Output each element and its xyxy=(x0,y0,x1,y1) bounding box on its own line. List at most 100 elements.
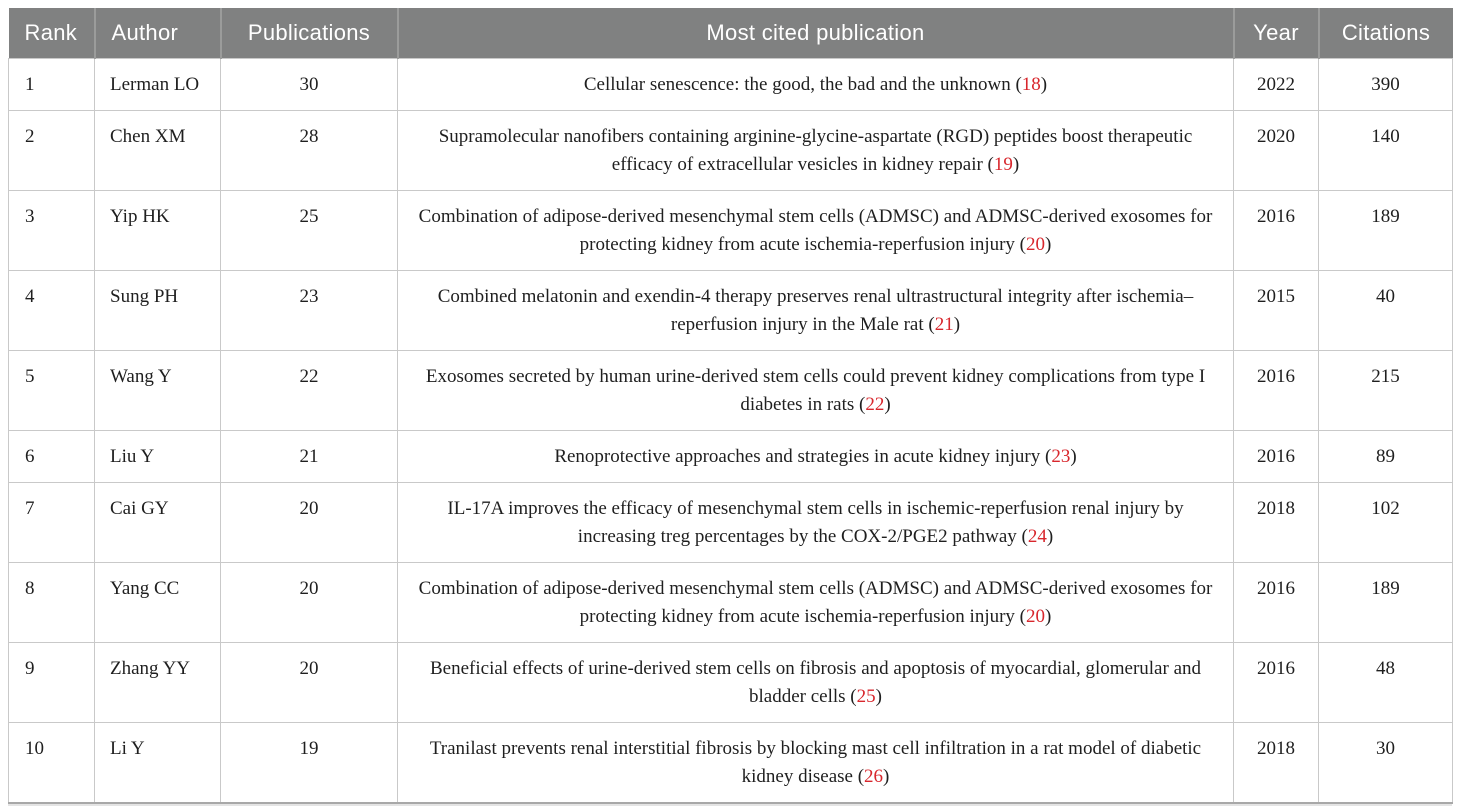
table-row: 5 Wang Y 22 Exosomes secreted by human u… xyxy=(8,350,1453,431)
table-row: 2 Chen XM 28 Supramolecular nanofibers c… xyxy=(8,110,1453,191)
most-cited-publication-cell: Exosomes secreted by human urine-derived… xyxy=(397,350,1234,431)
reference-number: 22 xyxy=(865,394,885,415)
citations-cell: 215 xyxy=(1318,350,1453,431)
reference-close-paren: ) xyxy=(1012,154,1020,175)
author-cell: Yip HK xyxy=(94,190,221,271)
reference-number: 25 xyxy=(856,686,876,707)
most-cited-publication-cell: IL-17A improves the efficacy of mesenchy… xyxy=(397,482,1234,563)
table-row: 9 Zhang YY 20 Beneficial effects of urin… xyxy=(8,642,1453,723)
reference-close-paren: ) xyxy=(1045,606,1052,627)
citations-cell: 89 xyxy=(1318,430,1453,483)
publication-title: IL-17A improves the efficacy of mesenchy… xyxy=(447,498,1184,547)
publications-cell: 30 xyxy=(220,58,398,111)
most-cited-publications-table: Rank Author Publications Most cited publ… xyxy=(8,8,1453,806)
publications-cell: 25 xyxy=(220,190,398,271)
col-header-rank: Rank xyxy=(8,8,95,59)
publication-title: Renoprotective approaches and strategies… xyxy=(554,446,1052,467)
publication-title: Supramolecular nanofibers containing arg… xyxy=(438,126,1193,175)
reference-number: 20 xyxy=(1026,234,1045,255)
year-cell: 2020 xyxy=(1233,110,1319,191)
rank-cell: 8 xyxy=(8,562,95,643)
publication-title: Exosomes secreted by human urine-derived… xyxy=(425,366,1206,415)
most-cited-publication-cell: Combination of adipose-derived mesenchym… xyxy=(397,562,1234,643)
reference-close-paren: ) xyxy=(1070,446,1077,467)
table-row: 1 Lerman LO 30 Cellular senescence: the … xyxy=(8,58,1453,111)
table-row: 8 Yang CC 20 Combination of adipose-deri… xyxy=(8,562,1453,643)
reference-close-paren: ) xyxy=(1040,74,1048,95)
reference-number: 26 xyxy=(864,766,884,787)
citations-cell: 40 xyxy=(1318,270,1453,351)
rank-cell: 4 xyxy=(8,270,95,351)
publication-title: Tranilast prevents renal interstitial fi… xyxy=(429,738,1202,787)
year-cell: 2018 xyxy=(1233,722,1319,804)
author-cell: Li Y xyxy=(94,722,221,804)
publication-title: Combination of adipose-derived mesenchym… xyxy=(418,578,1213,627)
rank-cell: 6 xyxy=(8,430,95,483)
reference-number: 23 xyxy=(1051,446,1071,467)
rank-cell: 2 xyxy=(8,110,95,191)
year-cell: 2016 xyxy=(1233,562,1319,643)
year-cell: 2016 xyxy=(1233,430,1319,483)
year-cell: 2022 xyxy=(1233,58,1319,111)
author-cell: Wang Y xyxy=(94,350,221,431)
author-cell: Cai GY xyxy=(94,482,221,563)
publications-cell: 28 xyxy=(220,110,398,191)
table-row: 7 Cai GY 20 IL-17A improves the efficacy… xyxy=(8,482,1453,563)
rank-cell: 7 xyxy=(8,482,95,563)
publication-title: Combination of adipose-derived mesenchym… xyxy=(418,206,1213,255)
reference-number: 18 xyxy=(1021,74,1041,95)
citations-cell: 48 xyxy=(1318,642,1453,723)
publication-title: Beneficial effects of urine-derived stem… xyxy=(429,658,1201,707)
author-cell: Yang CC xyxy=(94,562,221,643)
year-cell: 2018 xyxy=(1233,482,1319,563)
most-cited-publication-cell: Supramolecular nanofibers containing arg… xyxy=(397,110,1234,191)
year-cell: 2016 xyxy=(1233,350,1319,431)
reference-close-paren: ) xyxy=(875,686,882,707)
citations-cell: 140 xyxy=(1318,110,1453,191)
table-row: 6 Liu Y 21 Renoprotective approaches and… xyxy=(8,430,1453,483)
table-header-row: Rank Author Publications Most cited publ… xyxy=(8,8,1453,59)
reference-close-paren: ) xyxy=(1046,526,1054,547)
col-header-author: Author xyxy=(93,8,221,59)
year-cell: 2016 xyxy=(1233,190,1319,271)
author-cell: Zhang YY xyxy=(94,642,221,723)
col-header-citations: Citations xyxy=(1317,8,1453,59)
table-row: 4 Sung PH 23 Combined melatonin and exen… xyxy=(8,270,1453,351)
rank-cell: 3 xyxy=(8,190,95,271)
year-cell: 2016 xyxy=(1233,642,1319,723)
reference-close-paren: ) xyxy=(884,394,891,415)
rank-cell: 10 xyxy=(8,722,95,804)
author-cell: Chen XM xyxy=(94,110,221,191)
reference-close-paren: ) xyxy=(883,766,890,787)
citations-cell: 102 xyxy=(1318,482,1453,563)
most-cited-publication-cell: Tranilast prevents renal interstitial fi… xyxy=(397,722,1234,804)
col-header-most-cited: Most cited publication xyxy=(396,8,1234,59)
citations-cell: 30 xyxy=(1318,722,1453,804)
publication-title: Cellular senescence: the good, the bad a… xyxy=(583,74,1022,95)
most-cited-publication-cell: Cellular senescence: the good, the bad a… xyxy=(397,58,1234,111)
reference-close-paren: ) xyxy=(1045,234,1052,255)
most-cited-publication-cell: Beneficial effects of urine-derived stem… xyxy=(397,642,1234,723)
publications-cell: 21 xyxy=(220,430,398,483)
reference-number: 19 xyxy=(993,154,1013,175)
author-cell: Sung PH xyxy=(94,270,221,351)
publications-cell: 19 xyxy=(220,722,398,804)
publication-title: Combined melatonin and exendin-4 therapy… xyxy=(437,286,1194,335)
col-header-publications: Publications xyxy=(219,8,398,59)
citations-cell: 390 xyxy=(1318,58,1453,111)
most-cited-publication-cell: Combination of adipose-derived mesenchym… xyxy=(397,190,1234,271)
publications-cell: 20 xyxy=(220,562,398,643)
publications-cell: 22 xyxy=(220,350,398,431)
citations-cell: 189 xyxy=(1318,190,1453,271)
rank-cell: 1 xyxy=(8,58,95,111)
citations-cell: 189 xyxy=(1318,562,1453,643)
reference-number: 20 xyxy=(1026,606,1045,627)
table-body: 1 Lerman LO 30 Cellular senescence: the … xyxy=(8,58,1453,804)
rank-cell: 9 xyxy=(8,642,95,723)
year-cell: 2015 xyxy=(1233,270,1319,351)
publications-cell: 20 xyxy=(220,482,398,563)
publications-cell: 20 xyxy=(220,642,398,723)
reference-number: 24 xyxy=(1027,526,1047,547)
author-cell: Lerman LO xyxy=(94,58,221,111)
reference-close-paren: ) xyxy=(953,314,961,335)
